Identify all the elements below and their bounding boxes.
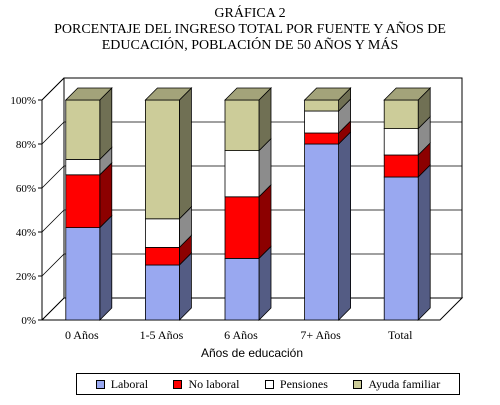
- x-axis-label: Años de educación: [201, 346, 303, 360]
- x-tick-label: 0 Años: [65, 328, 99, 342]
- bar-7-anos-no-laboral: [304, 132, 340, 145]
- gridline-side: [41, 297, 65, 321]
- y-tick-label: 80%: [16, 139, 36, 151]
- chart-title-line-1: GRÁFICA 2: [214, 4, 285, 21]
- bar-7-anos-top: [303, 87, 352, 101]
- bar-total-no-laboral: [383, 154, 419, 178]
- gridline-side: [41, 209, 65, 233]
- bar-total-top: [383, 87, 432, 101]
- y-tick-label: 100%: [10, 95, 36, 107]
- bar-6-anos-pensiones: [224, 150, 260, 198]
- legend-item-pensiones: Pensiones: [264, 376, 328, 392]
- bar-1-5-anos-top: [144, 87, 193, 101]
- chart-title-line-2: PORCENTAJE DEL INGRESO TOTAL POR FUENTE …: [54, 21, 446, 37]
- bar-0-anos-laboral-side: [99, 214, 113, 321]
- bar-1-5-anos-ayuda-familiar: [144, 99, 180, 220]
- bar-1-5-anos-ayuda-familiar-side: [178, 87, 192, 220]
- bar-6-anos-ayuda-familiar: [224, 99, 260, 151]
- gridline-side: [41, 121, 65, 145]
- bar-0-anos-top: [64, 87, 113, 101]
- bar-total-laboral-side: [417, 164, 431, 321]
- legend-label-laboral: Laboral: [110, 376, 149, 391]
- y-tick-label: 20%: [16, 271, 36, 283]
- bar-6-anos-no-laboral: [224, 196, 260, 259]
- bar-0-anos-pensiones: [65, 158, 101, 176]
- bar-1-5-anos-pensiones: [144, 218, 180, 248]
- bar-7-anos-ayuda-familiar: [304, 99, 340, 112]
- y-tick-label: 0%: [21, 315, 36, 327]
- legend-label-ayuda-familiar: Ayuda familiar: [368, 376, 441, 391]
- x-tick-label: 1-5 Años: [140, 328, 184, 342]
- legend-swatch-pensiones: [264, 379, 274, 389]
- bar-6-anos-no-laboral-side: [258, 183, 272, 260]
- legend-swatch-no-laboral: [173, 379, 183, 389]
- legend-swatch-ayuda-familiar: [353, 379, 363, 389]
- bar-total-pensiones: [383, 128, 419, 156]
- legend-label-pensiones: Pensiones: [279, 376, 328, 391]
- bar-0-anos-no-laboral: [65, 174, 101, 229]
- bar-total-laboral: [383, 176, 419, 321]
- x-tick-label: 6 Años: [224, 328, 258, 342]
- bar-7-anos-laboral: [304, 143, 340, 321]
- bar-0-anos-ayuda-familiar: [65, 99, 101, 160]
- bar-6-anos-laboral-side: [258, 245, 272, 321]
- bar-0-anos-laboral: [65, 227, 101, 321]
- bar-total-ayuda-familiar: [383, 99, 419, 130]
- bar-7-anos-laboral-side: [338, 131, 352, 321]
- y-tick-label: 40%: [16, 227, 36, 239]
- plot-area: 0% 20% 40% 60% 80% 100% 0 Años 1-5 Años 6 Años 7+…: [10, 77, 464, 342]
- gridline-side: [41, 165, 65, 189]
- bar-1-5-anos-laboral: [144, 264, 180, 321]
- y-tick-label: 60%: [16, 183, 36, 195]
- gridline-side: [41, 253, 65, 277]
- bar-6-anos-laboral: [224, 257, 260, 321]
- legend-item-ayuda-familiar: Ayuda familiar: [353, 377, 440, 392]
- legend-item-laboral: Laboral: [95, 376, 149, 392]
- legend-item-no-laboral: No laboral: [173, 377, 239, 392]
- bar-7-anos-pensiones: [304, 110, 340, 134]
- bar-6-anos-top: [224, 87, 272, 101]
- legend-label-no-laboral: No laboral: [188, 376, 240, 391]
- x-tick-label: Total: [388, 328, 413, 342]
- legend-swatch-laboral: [95, 379, 105, 389]
- chart-legend: Laboral No laboral Pensiones Ayuda famil…: [76, 373, 460, 395]
- chart-title-line-3: EDUCACIÓN, POBLACIÓN DE 50 AÑOS Y MÁS: [102, 36, 398, 53]
- bar-1-5-anos-no-laboral: [144, 246, 180, 266]
- y-axis-depth: [41, 77, 65, 101]
- x-tick-label: 7+ Años: [300, 328, 341, 342]
